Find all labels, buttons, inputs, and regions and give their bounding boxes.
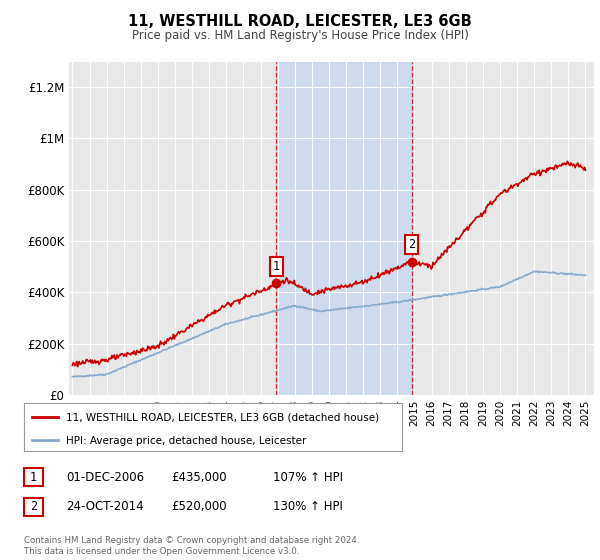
Text: 1: 1 (30, 470, 37, 484)
Text: 24-OCT-2014: 24-OCT-2014 (66, 500, 143, 514)
Text: 107% ↑ HPI: 107% ↑ HPI (273, 470, 343, 484)
Bar (276, 62, 412, 395)
Text: 2: 2 (30, 500, 37, 514)
Text: Contains HM Land Registry data © Crown copyright and database right 2024.
This d: Contains HM Land Registry data © Crown c… (24, 536, 359, 556)
Text: £520,000: £520,000 (171, 500, 227, 514)
Text: HPI: Average price, detached house, Leicester: HPI: Average price, detached house, Leic… (65, 436, 306, 446)
Text: 01-DEC-2006: 01-DEC-2006 (66, 470, 144, 484)
Text: 2: 2 (408, 239, 415, 251)
Text: 11, WESTHILL ROAD, LEICESTER, LE3 6GB: 11, WESTHILL ROAD, LEICESTER, LE3 6GB (128, 14, 472, 29)
Text: £435,000: £435,000 (171, 470, 227, 484)
Text: 11, WESTHILL ROAD, LEICESTER, LE3 6GB (detached house): 11, WESTHILL ROAD, LEICESTER, LE3 6GB (d… (65, 413, 379, 422)
Text: 130% ↑ HPI: 130% ↑ HPI (273, 500, 343, 514)
Text: Price paid vs. HM Land Registry's House Price Index (HPI): Price paid vs. HM Land Registry's House … (131, 29, 469, 42)
Text: 1: 1 (273, 260, 280, 273)
